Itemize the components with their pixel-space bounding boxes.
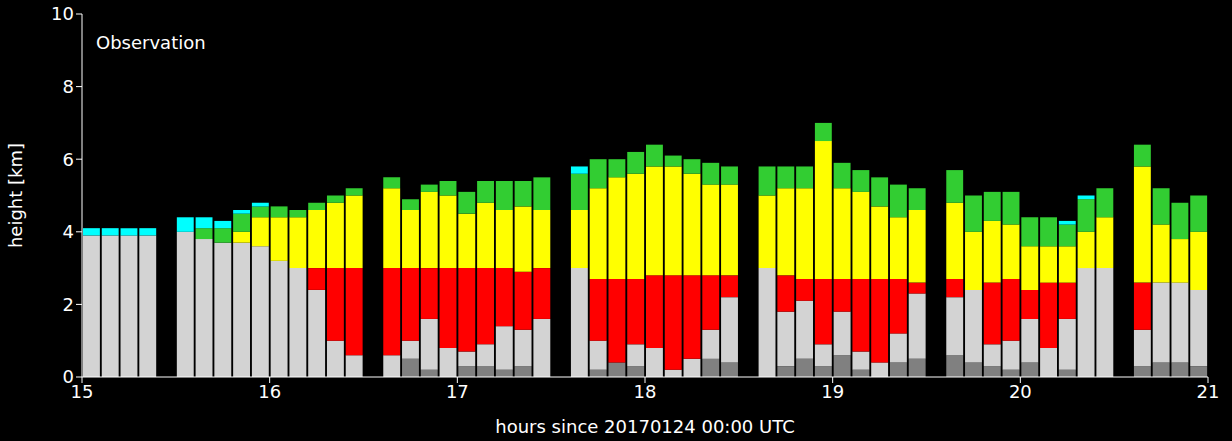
svg-text:hours since 20170124 00:00 UTC: hours since 20170124 00:00 UTC bbox=[495, 416, 794, 437]
svg-text:2: 2 bbox=[63, 294, 74, 315]
svg-text:19: 19 bbox=[821, 381, 844, 402]
svg-text:4: 4 bbox=[63, 221, 74, 242]
svg-text:height [km]: height [km] bbox=[5, 143, 26, 248]
svg-text:21: 21 bbox=[1197, 381, 1220, 402]
svg-text:17: 17 bbox=[446, 381, 469, 402]
svg-text:20: 20 bbox=[1009, 381, 1032, 402]
svg-text:10: 10 bbox=[51, 3, 74, 24]
svg-text:0: 0 bbox=[63, 366, 74, 387]
svg-text:8: 8 bbox=[63, 76, 74, 97]
svg-text:18: 18 bbox=[634, 381, 657, 402]
svg-text:15: 15 bbox=[70, 380, 94, 402]
html-text:Observation: Observation bbox=[96, 32, 206, 53]
svg-text:6: 6 bbox=[63, 149, 74, 170]
svg-text:16: 16 bbox=[258, 381, 281, 402]
